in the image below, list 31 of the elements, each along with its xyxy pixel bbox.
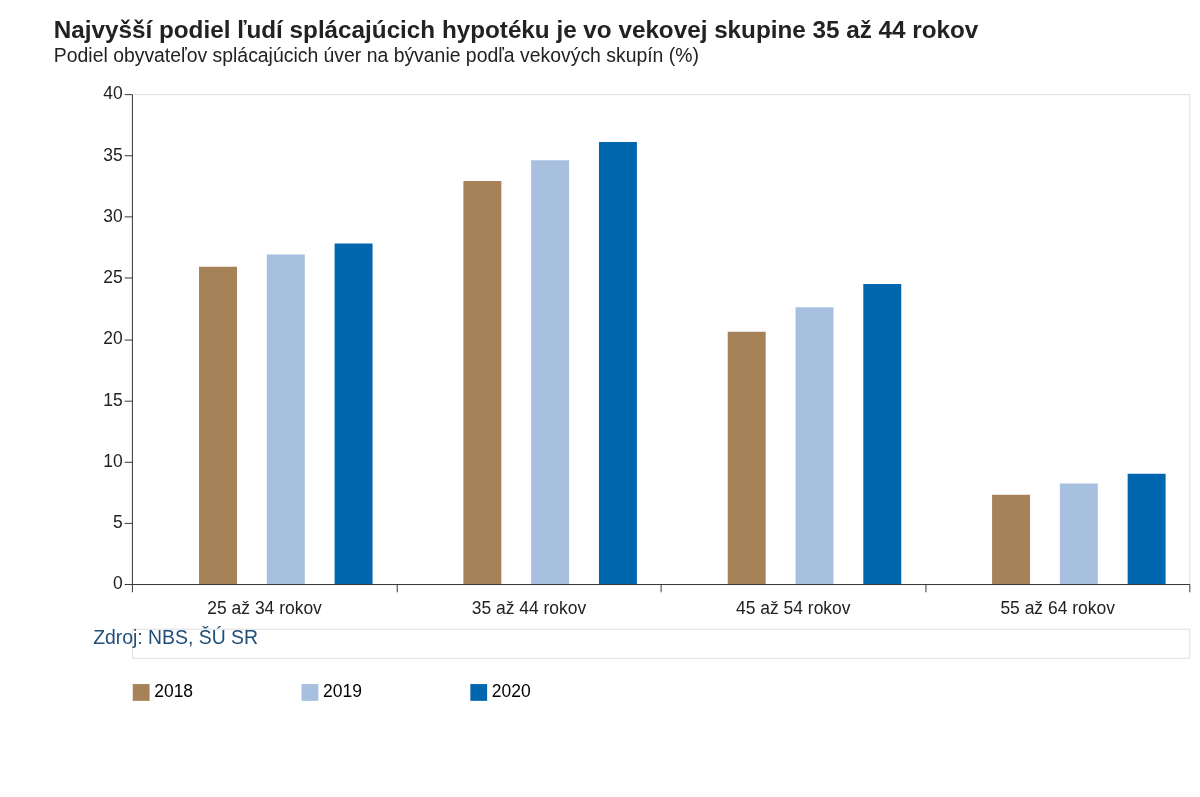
y-tick-label: 30 xyxy=(103,205,123,226)
bar xyxy=(334,243,373,585)
bar xyxy=(531,160,570,585)
bar xyxy=(1059,483,1098,585)
bar xyxy=(199,266,237,585)
bar xyxy=(598,141,637,585)
legend-label: 2019 xyxy=(323,681,362,702)
bar xyxy=(795,307,834,585)
y-tick-label: 15 xyxy=(103,389,123,410)
chart-title: Najvyšší podiel ľudí splácajúcich hypotéku je vo vekovej skupine 35 až 44 rokov xyxy=(53,16,979,44)
y-tick-label: 25 xyxy=(103,267,123,288)
x-tick-label: 25 až 34 rokov xyxy=(207,597,323,618)
x-tick-label: 35 až 44 rokov xyxy=(471,597,587,618)
y-tick-label: 35 xyxy=(103,144,123,165)
legend-label: 2018 xyxy=(154,681,194,702)
bar xyxy=(992,494,1031,585)
bar xyxy=(1127,473,1166,585)
y-tick-label: 40 xyxy=(103,83,123,104)
y-tick-label: 20 xyxy=(103,328,123,349)
text: Zdroj: NBS, ŠÚ SR xyxy=(93,626,258,649)
chart-subtitle: Podiel obyvateľov splácajúcich úver na bývanie podľa vekových skupín (%) xyxy=(53,43,699,66)
bar xyxy=(727,331,766,585)
y-tick-label: 0 xyxy=(113,573,123,594)
bar xyxy=(463,181,502,585)
bar xyxy=(863,283,902,585)
y-tick-label: 5 xyxy=(113,512,123,533)
bar xyxy=(266,254,305,585)
legend-label: 2020 xyxy=(491,681,531,702)
x-tick-label: 55 až 64 rokov xyxy=(1000,597,1116,618)
x-tick-label: 45 až 54 rokov xyxy=(736,597,851,618)
y-tick-label: 10 xyxy=(103,450,123,471)
